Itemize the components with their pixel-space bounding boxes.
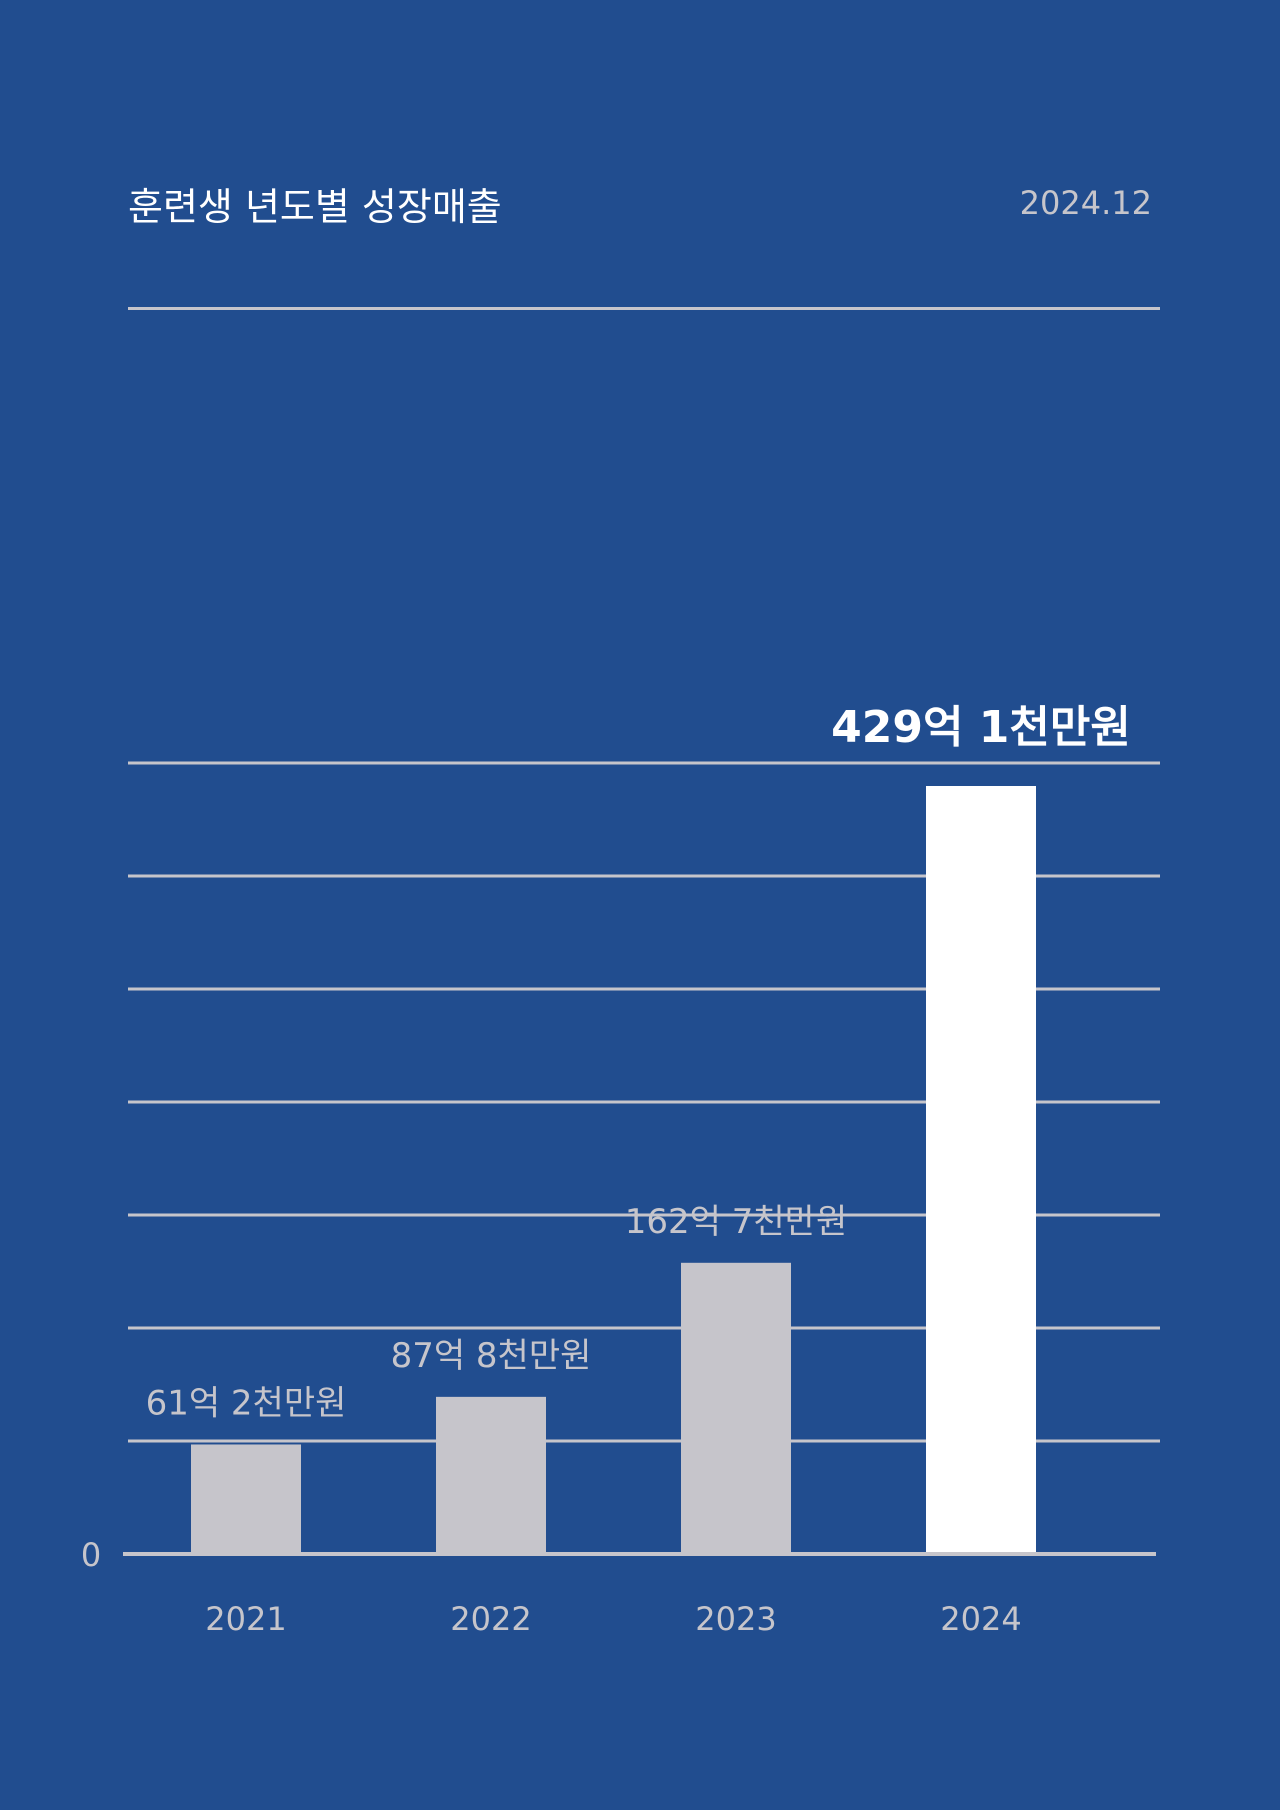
bar-2024 (926, 786, 1036, 1554)
x-tick-label: 2023 (695, 1600, 776, 1638)
data-label-2023: 162억 7천만원 (625, 1202, 847, 1242)
bar-2022 (436, 1396, 546, 1554)
data-label-2022: 87억 8천만원 (391, 1336, 592, 1376)
data-label-2024: 429억 1천만원 (831, 702, 1131, 753)
chart-title: 훈련생 년도별 성장매출 (128, 185, 502, 229)
title-divider (128, 307, 1160, 310)
x-tick-label: 2021 (205, 1600, 286, 1638)
chart-date: 2024.12 (1019, 184, 1152, 222)
x-tick-label: 2024 (940, 1600, 1021, 1638)
data-label-2021: 61억 2천만원 (146, 1383, 347, 1423)
bar-2023 (681, 1262, 791, 1554)
x-tick-label: 2022 (450, 1600, 531, 1638)
bar-2021 (191, 1444, 301, 1554)
y-tick-label: 0 (81, 1536, 101, 1574)
